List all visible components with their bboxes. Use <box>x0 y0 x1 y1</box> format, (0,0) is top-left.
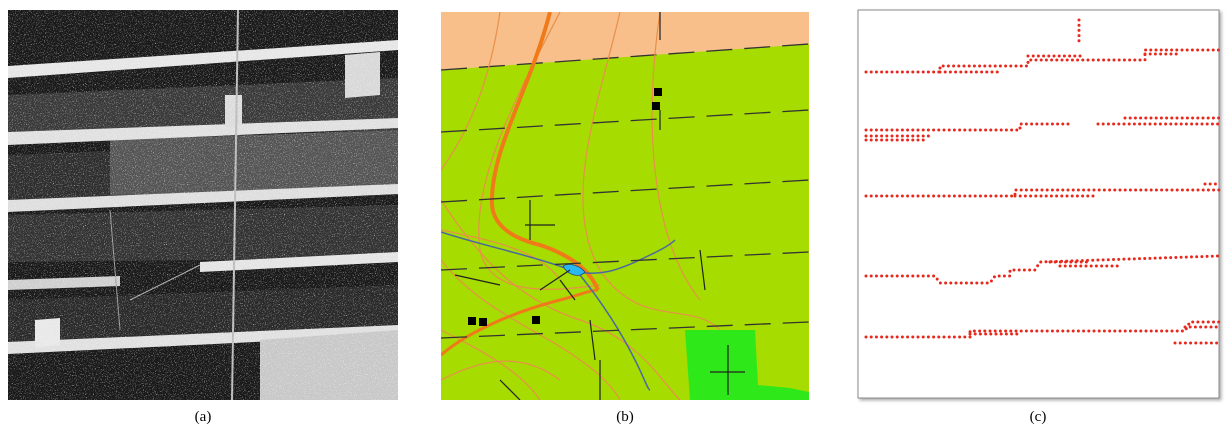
caption: (c) <box>1030 409 1047 425</box>
figure: (a) (b) (c) <box>0 0 1229 430</box>
map-image <box>441 12 809 400</box>
sar-image <box>8 10 398 400</box>
caption: (a) <box>195 409 212 425</box>
figure-canvas: (a) (b) (c) <box>0 0 1229 430</box>
line-extraction <box>858 10 1219 398</box>
caption: (b) <box>616 409 634 425</box>
